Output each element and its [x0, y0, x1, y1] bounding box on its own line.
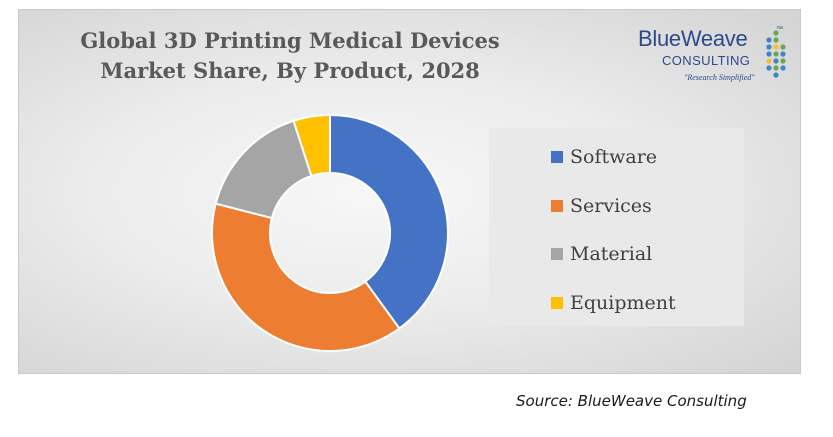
legend-swatch-software	[551, 151, 563, 163]
chart-title-line-1: Global 3D Printing Medical Devices	[80, 28, 500, 53]
logo-subtitle: CONSULTING	[662, 53, 751, 68]
logo-tagline: "Research Simplified"	[684, 73, 755, 82]
donut-slice-services	[211, 202, 401, 352]
blueweave-logo: BlueWeave CONSULTING "Research Simplifie…	[638, 22, 790, 92]
legend-item-services: Services	[551, 194, 652, 218]
legend-label-equipment: Equipment	[570, 292, 676, 314]
legend-swatch-material	[551, 248, 563, 260]
chart-title-line-2: Market Share, By Product, 2028	[100, 58, 480, 83]
legend-label-services: Services	[570, 195, 652, 217]
donut-slice-equipment	[292, 113, 331, 178]
legend-item-equipment: Equipment	[551, 291, 676, 315]
logo-name: BlueWeave	[638, 26, 748, 51]
legend-swatch-services	[551, 200, 563, 212]
donut-slice-software	[329, 113, 449, 330]
chart-legend: Software Services Material Equipment	[489, 128, 744, 326]
legend-item-software: Software	[551, 145, 657, 169]
legend-swatch-equipment	[551, 297, 563, 309]
source-note: Source: BlueWeave Consulting	[516, 392, 747, 410]
logo-tm: ™	[776, 26, 783, 33]
legend-label-software: Software	[570, 146, 658, 168]
legend-item-material: Material	[551, 242, 652, 266]
donut-slice-material	[214, 119, 313, 220]
logo-dots-icon: ™	[766, 26, 786, 78]
legend-label-material: Material	[570, 243, 653, 265]
chart-title: Global 3D Printing Medical Devices Marke…	[40, 26, 540, 86]
